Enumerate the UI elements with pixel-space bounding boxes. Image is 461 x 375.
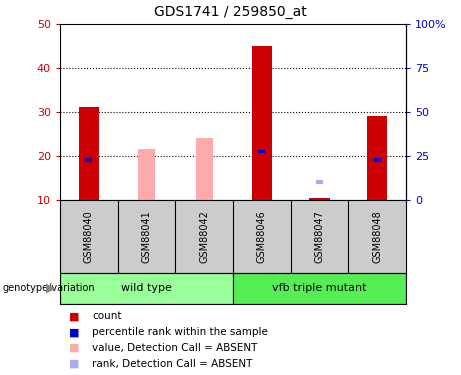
Text: count: count — [92, 311, 122, 321]
Bar — [233, 273, 406, 304]
Text: GSM88048: GSM88048 — [372, 210, 382, 263]
Text: vfb triple mutant: vfb triple mutant — [272, 284, 367, 293]
Text: GSM88046: GSM88046 — [257, 210, 267, 263]
Bar — [252, 46, 272, 200]
Bar — [367, 116, 387, 200]
Text: wild type: wild type — [121, 284, 172, 293]
Text: ■: ■ — [69, 359, 80, 369]
Text: rank, Detection Call = ABSENT: rank, Detection Call = ABSENT — [92, 359, 253, 369]
Bar — [85, 159, 92, 162]
Text: ■: ■ — [69, 327, 80, 337]
Bar — [259, 150, 266, 153]
Bar — [138, 149, 155, 200]
Text: ■: ■ — [69, 343, 80, 353]
Bar — [60, 273, 233, 304]
Text: GSM88042: GSM88042 — [199, 210, 209, 263]
Text: GDS1741 / 259850_at: GDS1741 / 259850_at — [154, 5, 307, 19]
Text: ▶: ▶ — [46, 282, 55, 295]
Bar — [195, 138, 213, 200]
Bar — [309, 198, 330, 200]
Text: genotype/variation: genotype/variation — [2, 284, 95, 293]
Text: GSM88040: GSM88040 — [84, 210, 94, 263]
Text: GSM88047: GSM88047 — [314, 210, 325, 263]
Text: ■: ■ — [69, 311, 80, 321]
Text: value, Detection Call = ABSENT: value, Detection Call = ABSENT — [92, 343, 258, 353]
Bar — [143, 167, 150, 171]
Text: percentile rank within the sample: percentile rank within the sample — [92, 327, 268, 337]
Bar — [374, 159, 381, 162]
Text: GSM88041: GSM88041 — [142, 210, 152, 263]
Bar — [201, 159, 207, 162]
Bar — [316, 180, 323, 184]
Bar — [79, 107, 99, 200]
